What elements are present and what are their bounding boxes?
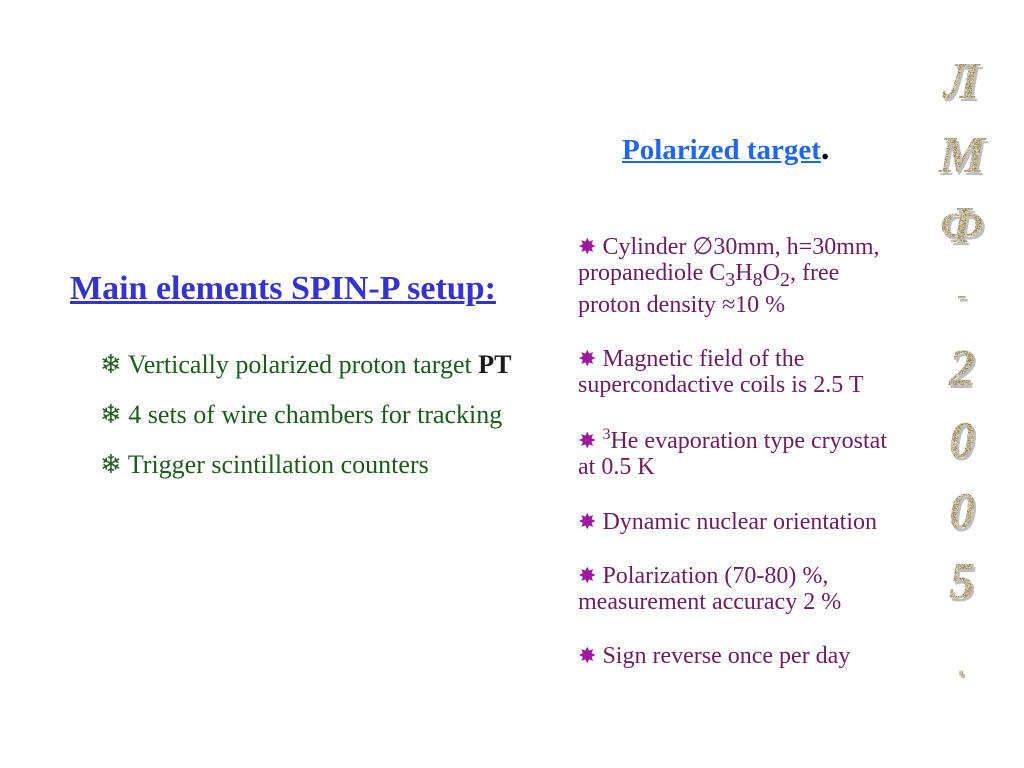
svg-text:Л: Л: [942, 53, 981, 110]
svg-text:.: .: [959, 651, 966, 682]
svg-text:0: 0: [949, 483, 975, 540]
svg-text:5: 5: [949, 553, 975, 610]
svg-text:Ф: Ф: [940, 197, 984, 254]
svg-text:2: 2: [948, 340, 975, 397]
svg-text:М: М: [938, 127, 987, 184]
svg-text:0: 0: [949, 412, 975, 469]
svg-text:-: -: [957, 278, 967, 311]
